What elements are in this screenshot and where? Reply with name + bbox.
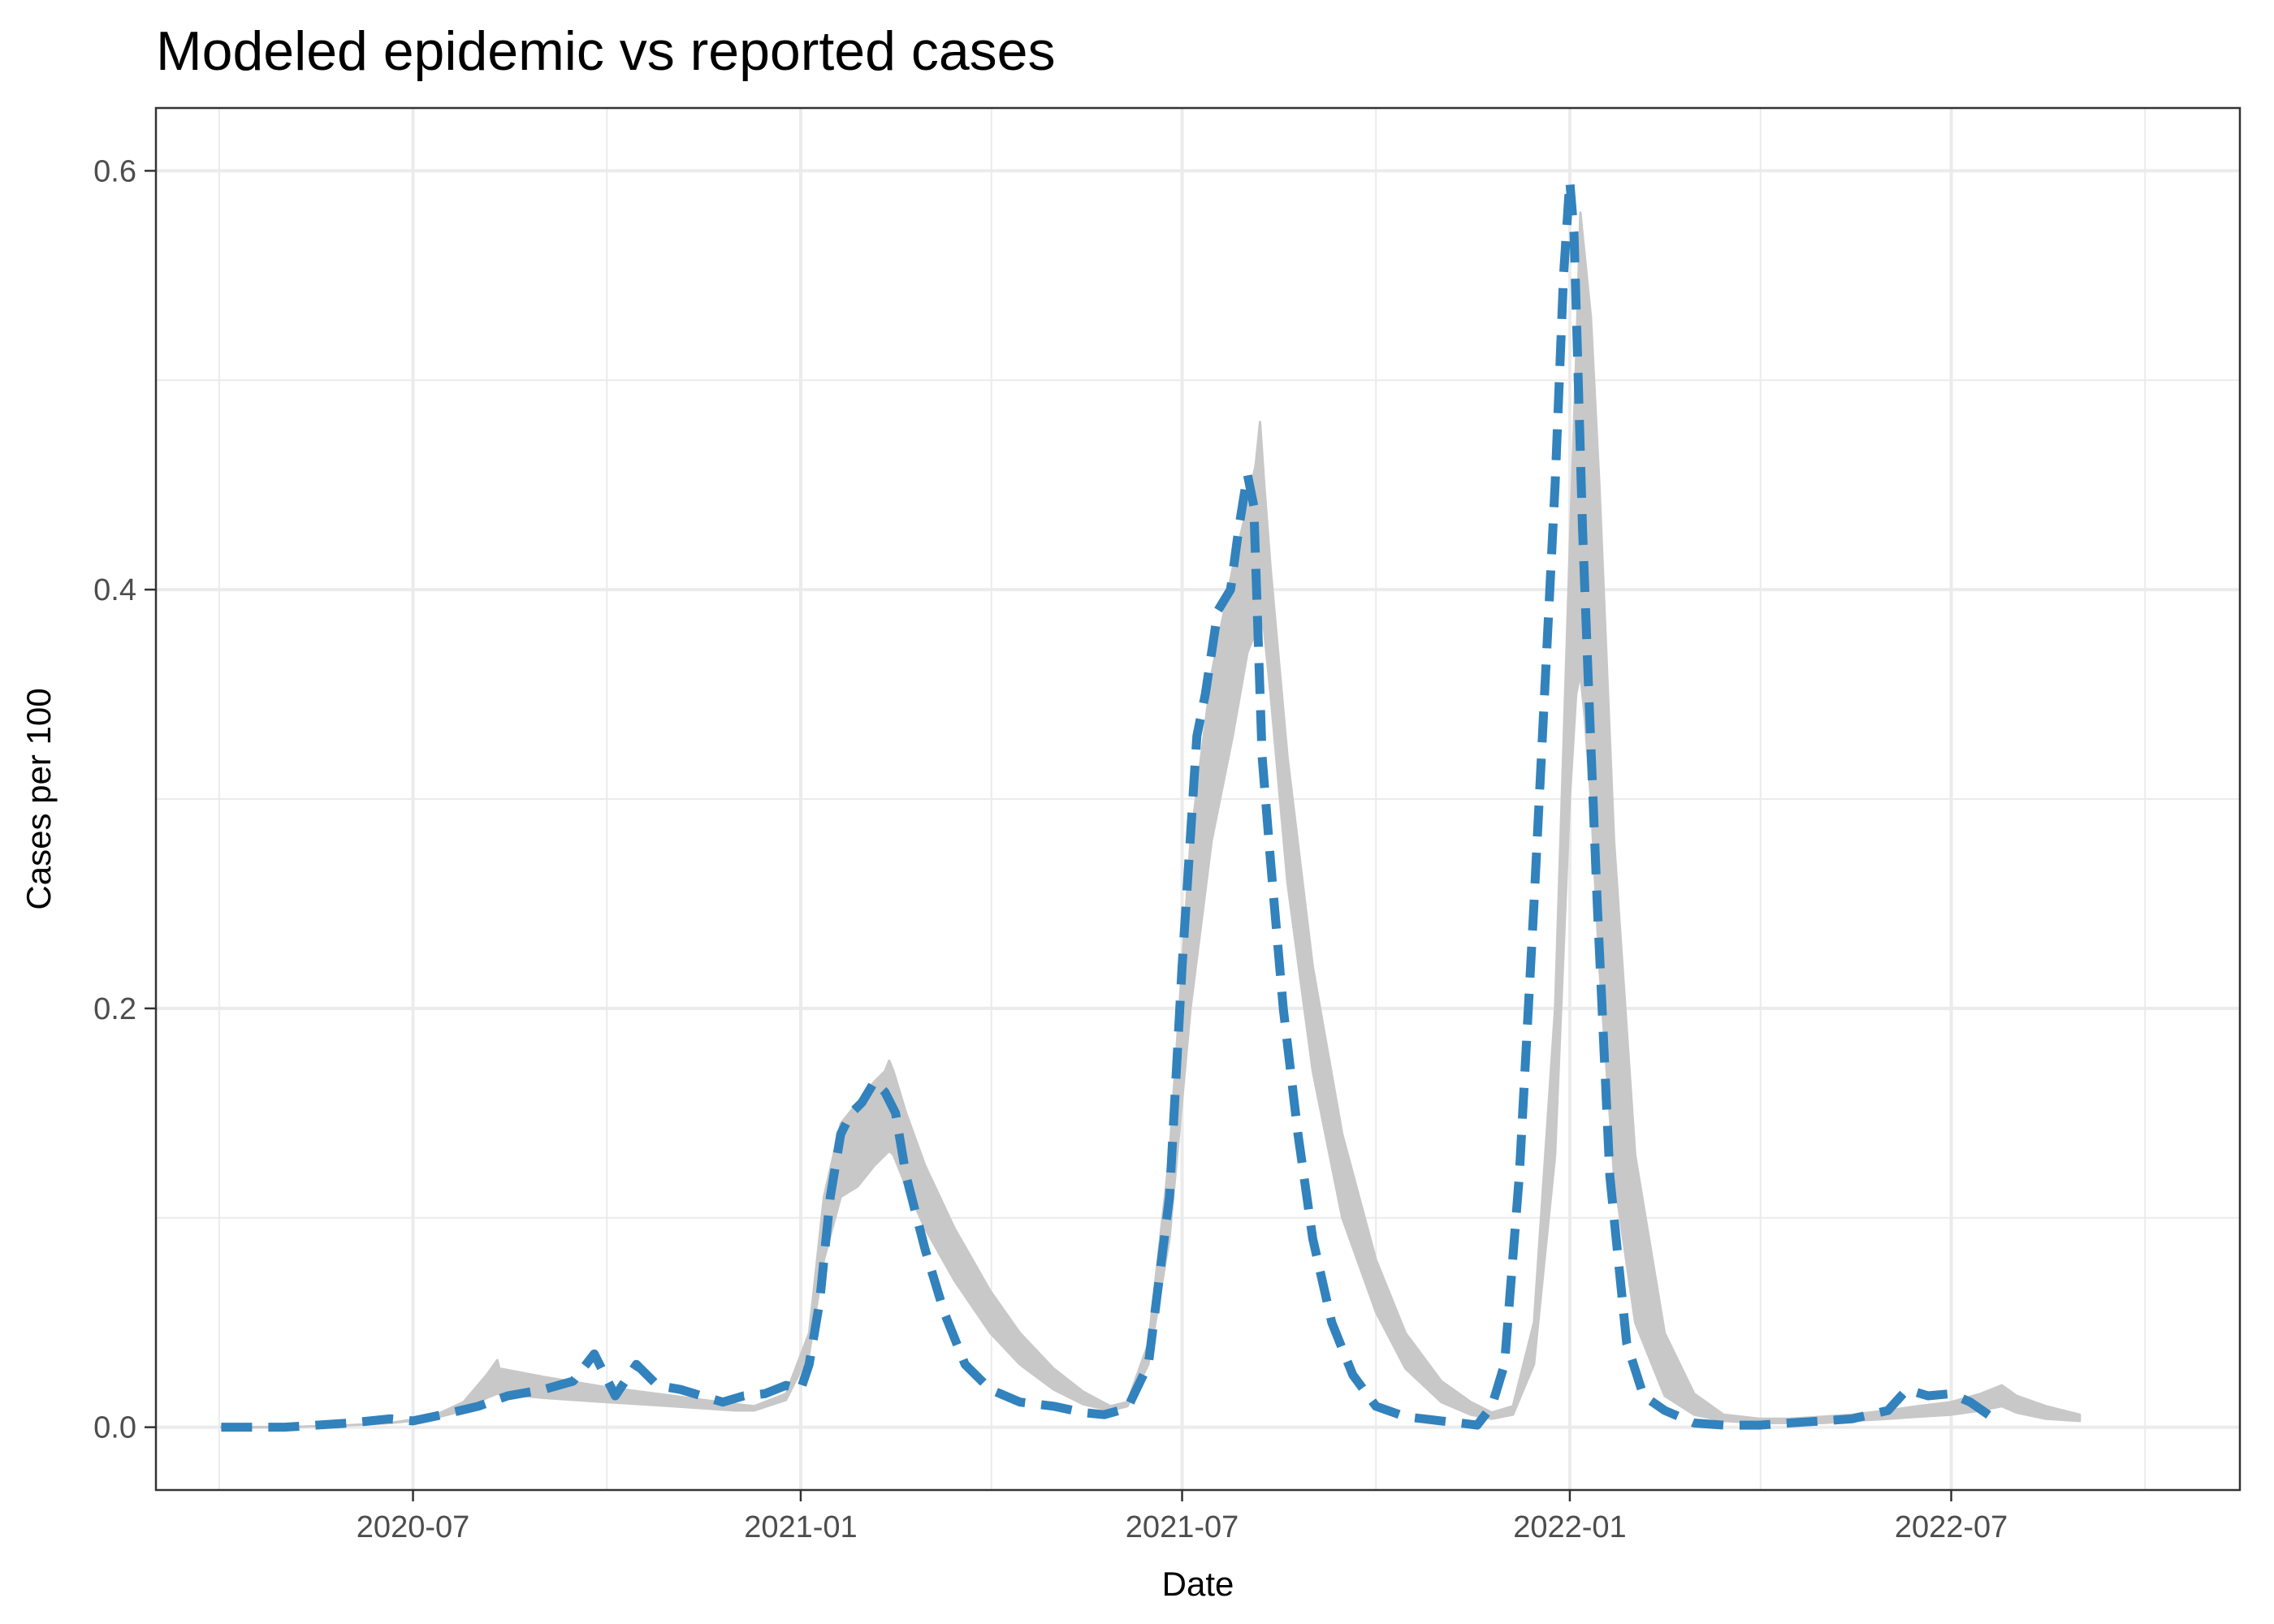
reported-line-layer [221, 176, 1994, 1432]
y-axis-label: Cases per 100 [19, 688, 58, 909]
model-band-layer [219, 211, 2082, 1429]
x-axis-ticks: 2020-07 2021-01 2021-07 2022-01 2022-07 [357, 1490, 2008, 1544]
x-tick-label: 2020-07 [357, 1510, 469, 1544]
x-tick-label: 2021-01 [744, 1510, 857, 1544]
x-tick-label: 2022-07 [1895, 1510, 2008, 1544]
x-tick-label: 2021-07 [1126, 1510, 1239, 1544]
x-tick-label: 2022-01 [1513, 1510, 1626, 1544]
y-tick-label: 0.2 [93, 992, 136, 1026]
grid-layer [156, 108, 2240, 1490]
model-band [219, 211, 2082, 1429]
y-tick-label: 0.6 [93, 154, 136, 188]
chart-title: Modeled epidemic vs reported cases [156, 20, 1055, 82]
reported-cases-line [221, 176, 1994, 1432]
y-tick-label: 0.0 [93, 1411, 136, 1445]
plot-frame [154, 106, 2242, 1492]
x-axis-label: Date [1162, 1565, 1234, 1603]
y-tick-label: 0.4 [93, 573, 136, 607]
y-axis-ticks: 0.0 0.2 0.4 0.6 [93, 154, 156, 1445]
